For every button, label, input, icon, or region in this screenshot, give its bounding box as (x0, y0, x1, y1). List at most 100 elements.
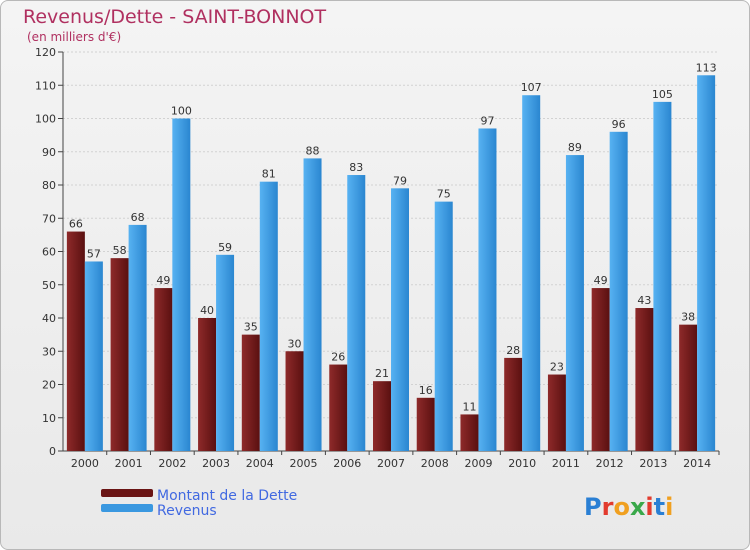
y-tick-label: 30 (42, 345, 56, 358)
bar-revenus (653, 101, 672, 451)
bar-dette (110, 258, 129, 451)
data-label: 38 (681, 311, 695, 324)
chart-subtitle: (en milliers d'€) (27, 30, 121, 44)
x-tick-label: 2003 (202, 457, 230, 470)
logo-text: Proxiti (584, 493, 673, 521)
bar-dette (679, 324, 698, 451)
bar-dette (547, 374, 566, 451)
logo-letter: o (613, 493, 630, 521)
bar-revenus (216, 254, 235, 451)
bar-revenus (609, 131, 628, 452)
x-tick-label: 2004 (246, 457, 274, 470)
x-tick-label: 2000 (71, 457, 99, 470)
bar-dette (416, 397, 435, 451)
bar-revenus (434, 201, 453, 451)
bars: 66 57 58 68 49 100 40 59 35 81 30 88 26 83 21 79 16 75 11 9… (66, 61, 717, 452)
y-tick-label: 40 (42, 312, 56, 325)
data-label: 49 (156, 274, 170, 287)
bar-revenus (259, 181, 278, 452)
x-tick-label: 2009 (464, 457, 492, 470)
bar-dette (591, 288, 610, 451)
data-label: 16 (419, 384, 433, 397)
bar-dette (66, 231, 85, 451)
data-label: 28 (506, 344, 520, 357)
y-tick-label: 60 (42, 246, 56, 259)
bar-revenus (391, 188, 409, 451)
data-label: 43 (637, 294, 651, 307)
x-tick-label: 2007 (377, 457, 405, 470)
logo-letter: i (645, 493, 653, 521)
x-tick-label: 2012 (596, 457, 624, 470)
data-label: 35 (244, 321, 258, 334)
logo-letter: P (584, 493, 602, 521)
logo-letter: t (654, 493, 665, 521)
y-tick-label: 120 (35, 46, 56, 59)
bar-revenus (478, 128, 497, 451)
data-label: 40 (200, 304, 214, 317)
data-label: 30 (288, 337, 302, 350)
bar-dette (460, 414, 479, 451)
data-label: 89 (568, 141, 582, 154)
logo-letter: i (665, 493, 673, 521)
data-label: 58 (113, 244, 127, 257)
data-label: 100 (171, 105, 192, 118)
bar-dette (198, 318, 217, 451)
legend-swatch (101, 489, 153, 497)
logo-letter: x (630, 493, 646, 521)
data-label: 97 (480, 114, 494, 127)
data-label: 66 (69, 218, 83, 231)
bar-dette (635, 308, 654, 451)
x-tick-label: 2014 (683, 457, 711, 470)
x-tick-label: 2006 (333, 457, 361, 470)
data-label: 81 (262, 168, 276, 181)
y-tick-label: 110 (35, 79, 56, 92)
data-label: 68 (131, 211, 145, 224)
data-label: 75 (437, 188, 451, 201)
y-tick-label: 100 (35, 113, 56, 126)
data-label: 59 (218, 241, 232, 254)
data-label: 49 (594, 274, 608, 287)
bar-dette (504, 357, 523, 451)
data-label: 79 (393, 174, 407, 187)
data-label: 105 (652, 88, 673, 101)
logo-letter: r (602, 493, 614, 521)
bar-dette (373, 381, 391, 451)
x-tick-label: 2011 (552, 457, 580, 470)
y-tick-label: 50 (42, 279, 56, 292)
chart-title: Revenus/Dette - SAINT-BONNOT (23, 6, 327, 28)
x-tick-label: 2005 (290, 457, 318, 470)
data-label: 107 (521, 81, 542, 94)
data-label: 21 (375, 367, 389, 380)
bar-revenus (522, 95, 541, 451)
y-tick-label: 70 (42, 212, 56, 225)
bar-dette (154, 288, 173, 451)
bar-revenus (303, 158, 322, 451)
data-label: 88 (306, 144, 320, 157)
y-tick-label: 90 (42, 146, 56, 159)
x-tick-label: 2008 (421, 457, 449, 470)
data-label: 26 (331, 351, 345, 364)
axes: 0 10 20 30 40 50 60 70 80 90 100 110 120 2000 2001 2002… (35, 46, 720, 470)
bar-revenus (172, 118, 191, 451)
data-label: 96 (612, 118, 626, 131)
y-tick-label: 80 (42, 179, 56, 192)
data-label: 57 (87, 247, 101, 260)
legend-swatch (101, 504, 153, 512)
x-tick-label: 2001 (115, 457, 143, 470)
legend-label: Montant de la Dette (157, 488, 297, 504)
x-tick-label: 2013 (639, 457, 667, 470)
y-tick-label: 10 (42, 412, 56, 425)
data-label: 113 (696, 61, 717, 74)
x-tick-label: 2010 (508, 457, 536, 470)
data-label: 23 (550, 361, 564, 374)
data-label: 11 (462, 400, 476, 413)
y-tick-label: 20 (42, 379, 56, 392)
bar-revenus (697, 75, 716, 452)
bar-dette (241, 334, 260, 451)
bar-dette (285, 351, 304, 451)
bar-revenus (565, 155, 584, 451)
y-tick-label: 0 (49, 445, 56, 458)
bar-revenus (347, 175, 366, 451)
